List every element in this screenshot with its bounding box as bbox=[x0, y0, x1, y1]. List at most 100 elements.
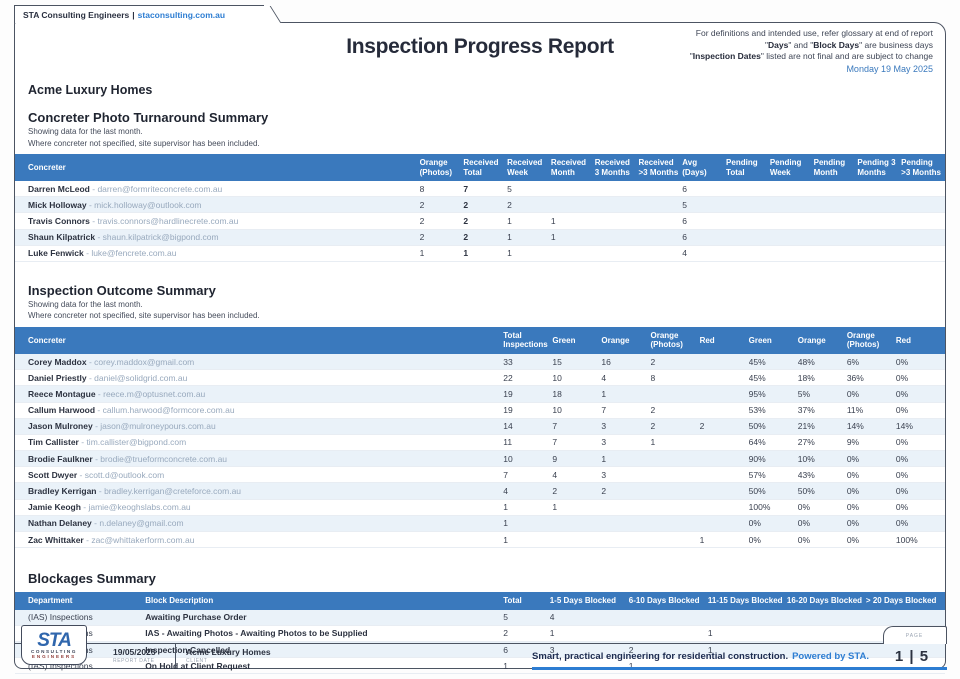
value-cell bbox=[769, 229, 814, 246]
name-email-separator: - bbox=[83, 534, 92, 545]
value-cell: 0% bbox=[846, 515, 896, 533]
concreter-cell: Daniel Priestly - daniel@solidgrid.com.a… bbox=[15, 369, 504, 387]
table-row: Brodie Faulkner - brodie@trueformconcret… bbox=[15, 450, 945, 468]
value-cell: 7 bbox=[601, 402, 651, 419]
footer-report-date: 19/05/2025 REPORT DATE bbox=[103, 644, 175, 668]
value-cell bbox=[813, 212, 858, 230]
section-title-turnaround: Concreter Photo Turnaround Summary bbox=[28, 110, 269, 125]
name-email-separator: - bbox=[89, 215, 98, 226]
value-cell bbox=[786, 641, 866, 659]
value-cell: 10 bbox=[503, 450, 553, 468]
concreter-cell: Jamie Keogh - jamie@keoghslabs.com.au bbox=[15, 499, 504, 516]
value-cell bbox=[726, 181, 770, 198]
table-row: Shaun Kilpatrick - shaun.kilpatrick@bigp… bbox=[15, 229, 945, 246]
tagline-text: Smart, practical engineering for residen… bbox=[532, 650, 789, 662]
value-cell: 0% bbox=[895, 353, 945, 371]
value-cell: 2 bbox=[419, 196, 464, 214]
value-cell bbox=[786, 657, 866, 675]
section-subtitle: Where concreter not specified, site supe… bbox=[28, 311, 260, 321]
note-segment: Block Days bbox=[813, 39, 860, 50]
value-cell bbox=[857, 229, 902, 246]
concreter-name: Reece Montague bbox=[28, 388, 96, 399]
brand-url-link[interactable]: staconsulting.com.au bbox=[137, 9, 226, 20]
value-cell: 1 bbox=[463, 245, 508, 262]
column-header: Received Month bbox=[550, 154, 595, 181]
concreter-email: jamie@keoghslabs.com.au bbox=[88, 502, 191, 513]
column-header: Total Inspections bbox=[503, 326, 553, 354]
value-cell bbox=[650, 531, 700, 549]
value-cell bbox=[601, 531, 651, 549]
value-cell: 53% bbox=[748, 402, 798, 419]
value-cell bbox=[865, 641, 945, 659]
note-segment: For definitions and intended use, refer … bbox=[695, 28, 933, 38]
table-row: Callum Harwood - callum.harwood@formcore… bbox=[15, 402, 945, 419]
value-cell: 22 bbox=[503, 369, 553, 387]
value-cell bbox=[901, 229, 945, 246]
value-cell bbox=[813, 196, 858, 214]
value-cell: 2 bbox=[507, 196, 551, 214]
section-title-blockages: Blockages Summary bbox=[28, 571, 156, 587]
page-title: Inspection Progress Report bbox=[346, 35, 614, 58]
value-cell bbox=[628, 625, 708, 643]
concreter-cell: Tim Callister - tim.callister@bigpond.co… bbox=[15, 434, 504, 452]
value-cell bbox=[769, 196, 814, 214]
concreter-name: Daniel Priestly bbox=[28, 372, 87, 383]
value-cell: 8 bbox=[650, 369, 700, 387]
note-segment: Inspection Dates bbox=[692, 51, 761, 61]
concreter-cell: Zac Whittaker - zac@whittakerform.com.au bbox=[15, 531, 504, 549]
sta-logo-consulting: CONSULTING bbox=[30, 648, 78, 654]
concreter-cell: Darren McLeod - darren@formriteconcrete.… bbox=[15, 181, 420, 198]
table-header-row: Concreter Orange (Photos) Received Total Re… bbox=[15, 154, 945, 181]
value-cell bbox=[901, 181, 945, 198]
value-cell: 0% bbox=[797, 515, 847, 533]
value-cell: 9 bbox=[552, 450, 602, 468]
concreter-name: Travis Connors bbox=[28, 215, 90, 226]
column-header: Received >3 Months bbox=[638, 154, 683, 181]
value-cell: 100% bbox=[895, 531, 945, 549]
name-email-separator: - bbox=[95, 388, 104, 399]
table-row: Corey Maddox - corey.maddox@gmail.com 33 1… bbox=[15, 353, 945, 371]
note-segment: " bbox=[689, 51, 693, 61]
column-header: Total bbox=[503, 592, 550, 610]
value-cell bbox=[552, 515, 602, 533]
value-cell: 100% bbox=[748, 499, 798, 516]
value-cell bbox=[726, 212, 770, 230]
value-cell bbox=[549, 657, 629, 675]
value-cell bbox=[699, 385, 749, 403]
column-header: Red bbox=[895, 326, 945, 354]
sta-logo-text: STA bbox=[37, 629, 72, 651]
value-cell: 19 bbox=[503, 402, 553, 419]
value-cell: 6% bbox=[846, 353, 896, 371]
blockages-table: Department Block Description Total 1-5 Days… bbox=[15, 592, 945, 675]
value-cell bbox=[707, 657, 787, 675]
brand-company: STA Consulting Engineers bbox=[23, 9, 130, 20]
value-cell bbox=[813, 229, 858, 246]
footer-tagline: Smart, practical engineering for residen… bbox=[532, 644, 879, 668]
table-row: Daniel Priestly - daniel@solidgrid.com.a… bbox=[15, 369, 945, 387]
column-header: > 20 Days Blocked bbox=[865, 592, 945, 610]
value-cell: 2 bbox=[463, 229, 508, 246]
value-cell: 1 bbox=[419, 245, 464, 262]
value-cell: 1 bbox=[601, 450, 651, 468]
value-cell: 1 bbox=[552, 499, 602, 516]
concreter-email: daniel@solidgrid.com.au bbox=[94, 372, 188, 383]
column-header: Pending >3 Months bbox=[901, 154, 945, 181]
value-cell bbox=[857, 245, 902, 262]
table-row: Bradley Kerrigan - bradley.kerrigan@cret… bbox=[15, 482, 945, 500]
value-cell bbox=[601, 499, 651, 516]
value-cell: 18% bbox=[797, 369, 847, 387]
table-row: Luke Fenwick - luke@fencrete.com.au 1 1 1 4 bbox=[15, 245, 945, 262]
note-segment: " are business days bbox=[859, 39, 933, 50]
column-header: 16-20 Days Blocked bbox=[786, 592, 866, 610]
value-cell: 0% bbox=[846, 466, 896, 484]
name-email-separator: - bbox=[86, 199, 95, 210]
value-cell: 3 bbox=[601, 418, 651, 435]
column-header: Orange (Photos) bbox=[846, 326, 896, 354]
value-cell bbox=[901, 245, 945, 262]
concreter-name: Scott Dwyer bbox=[28, 469, 78, 480]
value-cell: 0% bbox=[748, 515, 798, 533]
value-cell bbox=[650, 499, 700, 516]
note-segment: " listed are not final and are subject t… bbox=[760, 51, 933, 61]
value-cell: 45% bbox=[748, 353, 798, 371]
value-cell: 2 bbox=[419, 229, 464, 246]
